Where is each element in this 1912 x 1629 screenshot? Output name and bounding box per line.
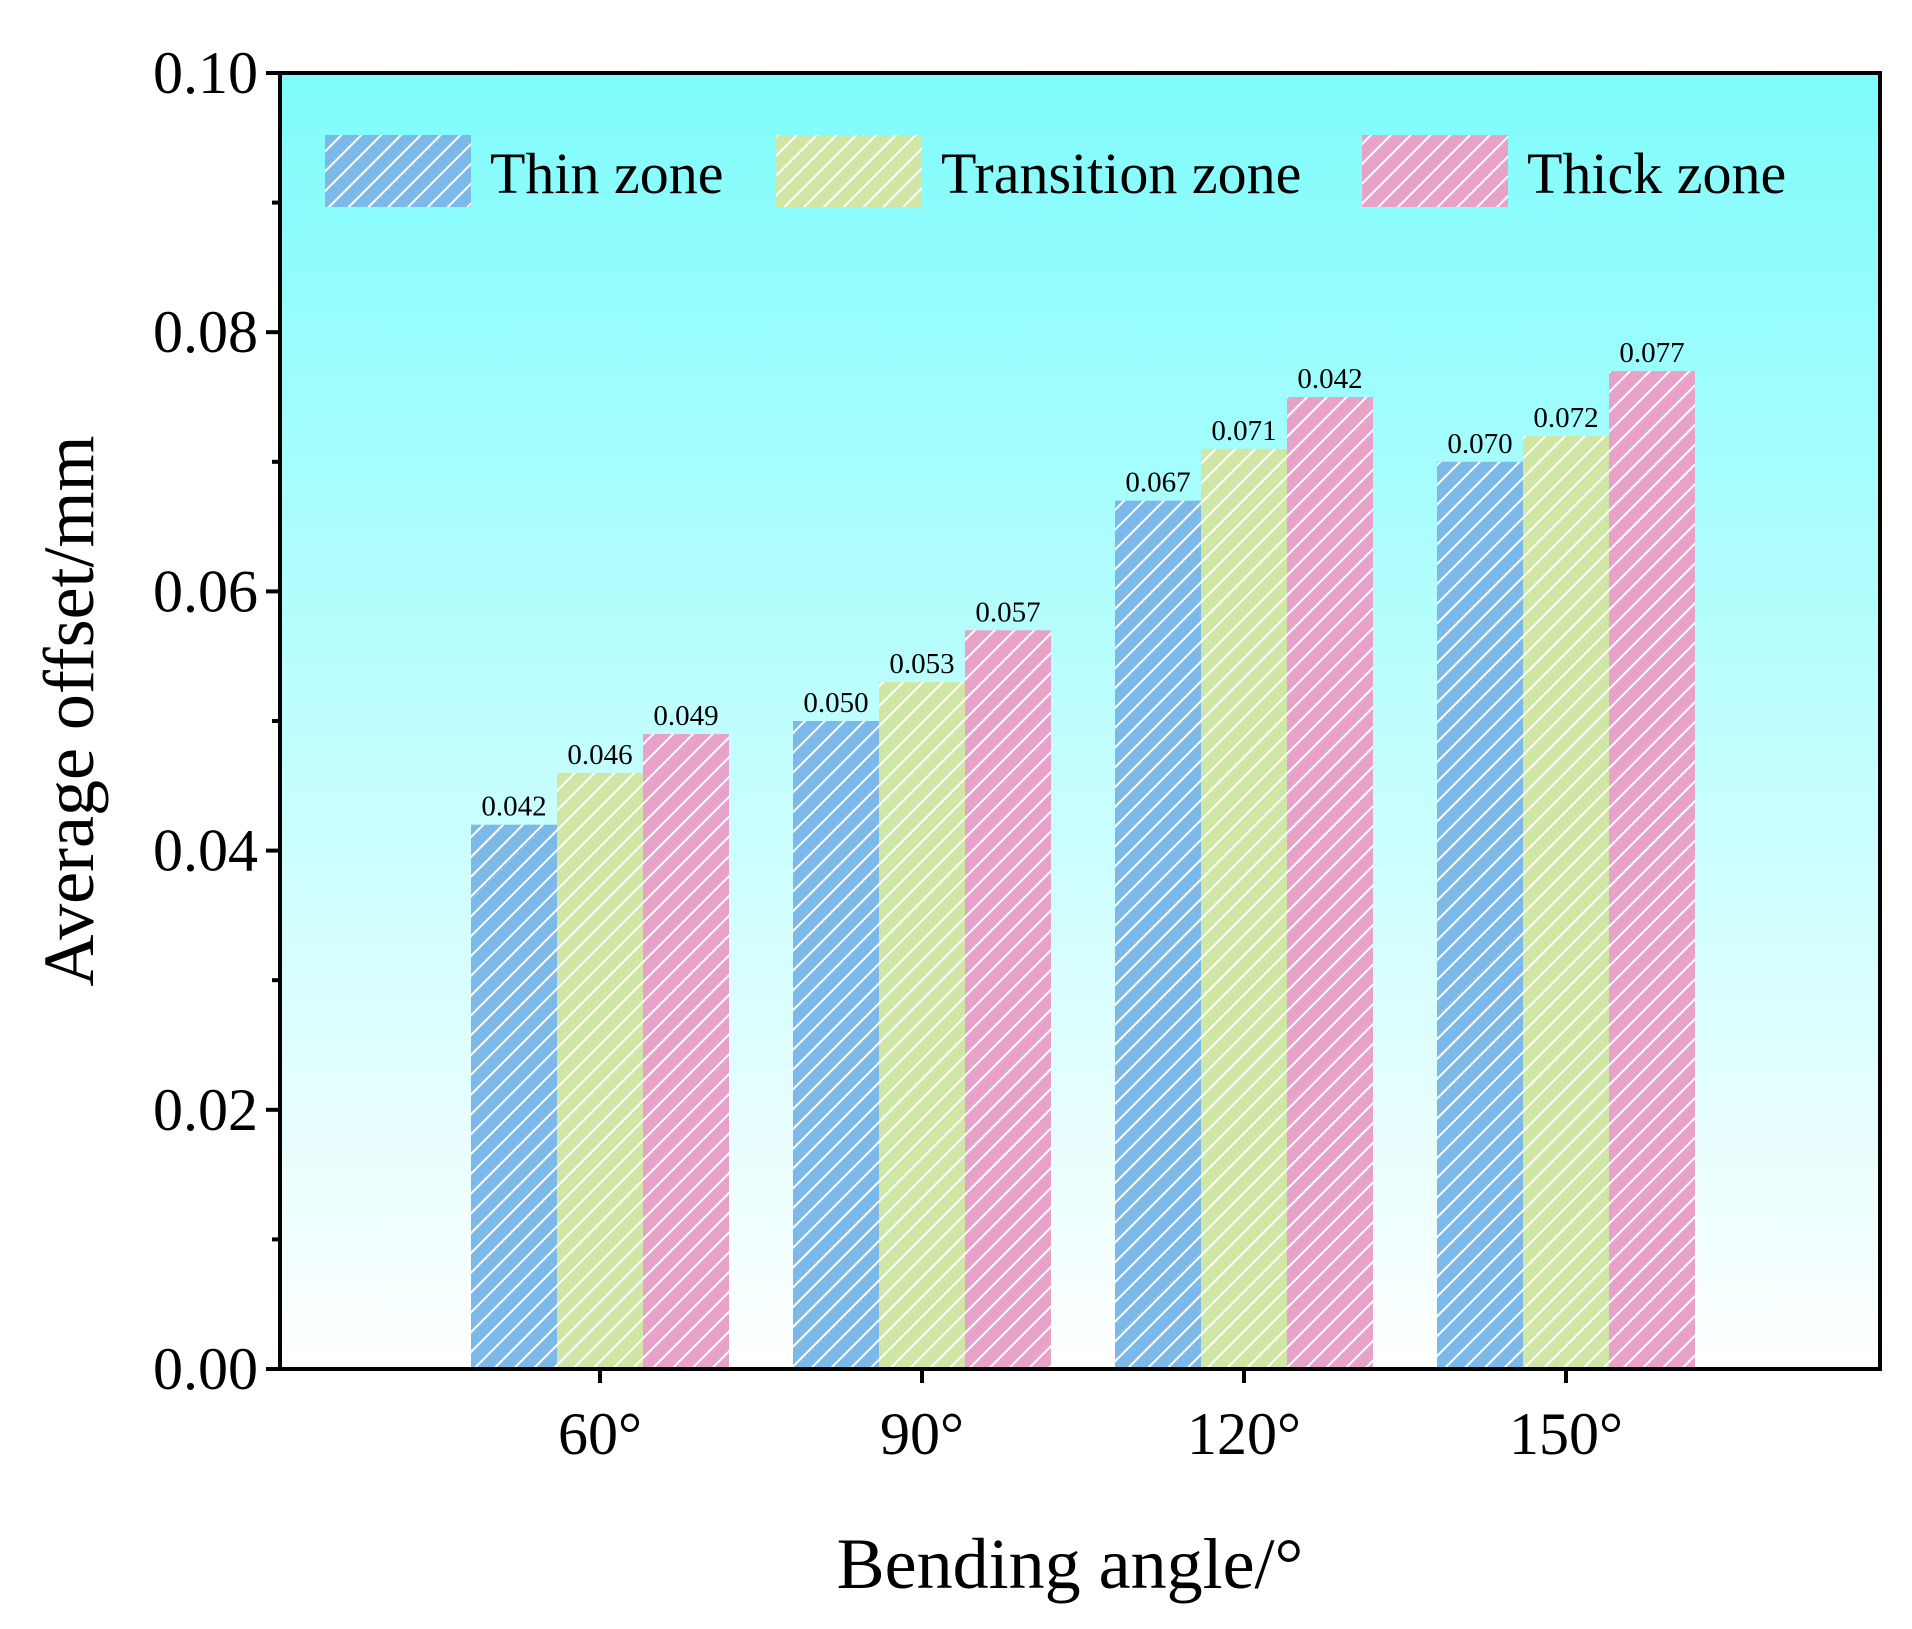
data-label: 0.070 <box>1447 428 1512 460</box>
data-label: 0.042 <box>1297 363 1362 395</box>
bar-hatch-1-0 <box>557 772 643 1369</box>
y-tick-label: 0.02 <box>153 1077 258 1143</box>
x-axis-title: Bending angle/° <box>837 1524 1304 1604</box>
bar-hatch-1-3 <box>1523 435 1609 1369</box>
bar-hatch-1-1 <box>879 682 965 1369</box>
axes-layer: 0.00 0.02 0.04 0.06 0.08 0.10 60° 90° 120° 150° <box>153 40 1623 1467</box>
bar-hatch-2-0 <box>643 733 729 1369</box>
y-tick-label: 0.00 <box>153 1336 258 1402</box>
x-tick-label: 60° <box>558 1401 642 1467</box>
y-tick-label: 0.08 <box>153 299 258 365</box>
data-label: 0.072 <box>1533 402 1598 434</box>
legend: Thin zone Transition zone Thick zone <box>325 135 1786 207</box>
x-tick-label: 120° <box>1187 1401 1301 1467</box>
legend-label: Transition zone <box>941 141 1301 206</box>
data-label: 0.050 <box>803 687 868 719</box>
bar-hatch-1-2 <box>1201 448 1287 1370</box>
y-tick-label: 0.10 <box>153 40 258 106</box>
legend-swatch-hatch-1 <box>776 135 922 207</box>
data-label: 0.053 <box>889 648 954 680</box>
x-tick-label: 150° <box>1509 1401 1623 1467</box>
bar-hatch-2-3 <box>1609 371 1695 1370</box>
data-label: 0.042 <box>481 791 546 823</box>
data-label: 0.046 <box>567 739 632 771</box>
bar-hatch-0-0 <box>471 824 557 1369</box>
data-label: 0.077 <box>1619 337 1684 369</box>
legend-swatch-hatch-2 <box>1362 135 1508 207</box>
data-label: 0.049 <box>653 700 718 732</box>
legend-label: Thick zone <box>1527 141 1786 206</box>
bar-hatch-0-1 <box>793 721 879 1369</box>
legend-label: Thin zone <box>490 141 724 206</box>
data-labels-layer: 0.042 0.046 0.049 0.050 0.053 0.057 0.067 0.071… <box>481 337 1684 823</box>
bar-hatch-0-2 <box>1115 500 1201 1369</box>
bar-hatch-2-2 <box>1287 397 1373 1369</box>
data-label: 0.057 <box>975 596 1040 628</box>
y-tick-label: 0.04 <box>153 818 258 884</box>
x-tick-label: 90° <box>880 1401 964 1467</box>
y-axis-title: Average offset/mm <box>29 435 109 986</box>
legend-swatch-hatch-0 <box>325 135 471 207</box>
bars-layer <box>471 371 1695 1370</box>
bar-hatch-2-1 <box>965 630 1051 1369</box>
bar-hatch-0-3 <box>1437 461 1523 1369</box>
data-label: 0.067 <box>1125 467 1190 499</box>
y-tick-label: 0.06 <box>153 558 258 624</box>
data-label: 0.071 <box>1211 415 1276 447</box>
